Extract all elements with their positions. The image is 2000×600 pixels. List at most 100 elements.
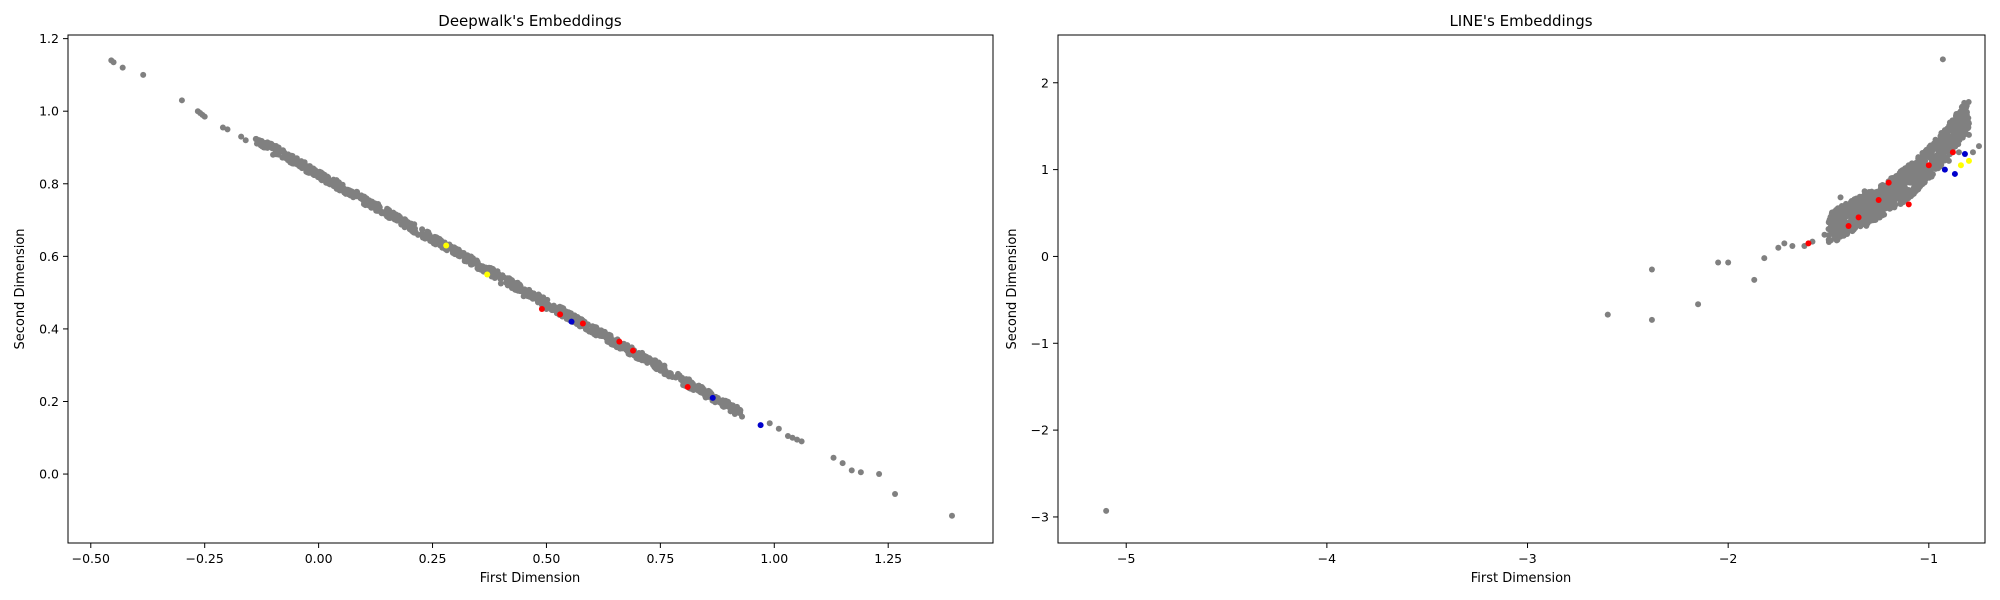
- deepwalk-axes: Deepwalk's Embeddings −0.50 −0.25 0.00 0.25…: [13, 12, 994, 586]
- scatter-point: [1875, 205, 1882, 212]
- scatter-point: [1855, 214, 1862, 221]
- scatter-point: [662, 367, 669, 374]
- line-axes: LINE's Embeddings −5 −4 −3 −2 −1 −3 −2 −1 0 1 2 Fi…: [1005, 12, 1986, 586]
- y-tick-label: 2: [1041, 75, 1049, 90]
- scatter-point: [1941, 157, 1948, 164]
- scatter-point: [639, 351, 646, 358]
- line-points: [1103, 56, 1982, 514]
- scatter-point: [242, 137, 249, 144]
- scatter-point: [1913, 161, 1920, 168]
- scatter-point: [1951, 142, 1958, 149]
- scatter-point: [1899, 173, 1906, 180]
- scatter-point: [1961, 150, 1968, 157]
- scatter-point: [1893, 173, 1900, 180]
- scatter-point: [1926, 144, 1933, 151]
- deepwalk-plot-frame: [67, 34, 994, 544]
- scatter-point: [579, 320, 586, 327]
- scatter-point: [1829, 227, 1836, 234]
- scatter-point: [1955, 149, 1962, 156]
- scatter-point: [361, 198, 368, 205]
- scatter-point: [266, 143, 273, 150]
- scatter-point: [438, 241, 445, 248]
- y-tick-label: 0.2: [39, 394, 59, 409]
- y-tick-label: −2: [1031, 423, 1049, 438]
- deepwalk-ylabel: Second Dimension: [13, 228, 28, 349]
- scatter-point: [394, 217, 401, 224]
- scatter-point: [604, 338, 611, 345]
- line-ylabel: Second Dimension: [1005, 228, 1020, 349]
- scatter-point: [1965, 131, 1972, 138]
- scatter-point: [702, 393, 709, 400]
- scatter-point: [839, 460, 846, 467]
- scatter-point: [1957, 162, 1964, 169]
- scatter-point: [1892, 201, 1899, 208]
- scatter-point: [630, 347, 637, 354]
- scatter-point: [1885, 179, 1892, 186]
- scatter-point: [1837, 194, 1844, 201]
- x-tick-label: 0.00: [305, 551, 333, 566]
- scatter-point: [406, 226, 413, 233]
- scatter-point: [1865, 214, 1872, 221]
- scatter-point: [402, 223, 409, 230]
- scatter-point: [1847, 199, 1854, 206]
- scatter-point: [1761, 255, 1768, 262]
- scatter-point: [1829, 211, 1836, 218]
- scatter-point: [830, 454, 837, 461]
- deepwalk-ticks: −0.50 −0.25 0.00 0.25 0.50 0.75 1.00 1.25 0.0 0.2…: [39, 31, 902, 566]
- line-xlabel: First Dimension: [1471, 571, 1572, 586]
- scatter-point: [462, 255, 469, 262]
- scatter-point: [739, 413, 746, 420]
- scatter-point: [270, 151, 277, 158]
- scatter-point: [110, 59, 117, 66]
- x-tick-label: 0.75: [646, 551, 674, 566]
- scatter-point: [766, 420, 773, 427]
- scatter-point: [1956, 135, 1963, 142]
- scatter-point: [238, 133, 245, 140]
- scatter-point: [784, 432, 791, 439]
- scatter-point: [292, 159, 299, 165]
- scatter-point: [892, 491, 899, 498]
- scatter-point: [1960, 128, 1967, 135]
- x-tick-label: −0.25: [186, 551, 224, 566]
- y-tick-label: 1.0: [39, 104, 59, 119]
- scatter-point: [1912, 188, 1919, 195]
- scatter-point: [691, 384, 698, 391]
- scatter-point: [201, 113, 208, 120]
- scatter-point: [1881, 205, 1888, 212]
- y-tick-label: −1: [1031, 336, 1049, 351]
- scatter-point: [1975, 143, 1982, 150]
- scatter-point: [484, 271, 491, 278]
- scatter-point: [1789, 243, 1796, 250]
- scatter-point: [1947, 134, 1954, 141]
- scatter-point: [1925, 170, 1932, 177]
- scatter-point: [1751, 276, 1758, 283]
- scatter-point: [709, 394, 716, 401]
- scatter-point: [650, 361, 657, 368]
- scatter-point: [520, 293, 527, 300]
- scatter-point: [347, 191, 354, 198]
- scatter-point: [1935, 162, 1942, 169]
- scatter-point: [1781, 240, 1788, 247]
- scatter-point: [1869, 214, 1876, 221]
- scatter-point: [1848, 210, 1855, 217]
- scatter-point: [342, 189, 349, 196]
- scatter-point: [557, 311, 564, 318]
- scatter-point: [1833, 236, 1840, 243]
- scatter-point: [606, 331, 613, 338]
- scatter-point: [680, 382, 687, 389]
- scatter-point: [496, 271, 503, 278]
- scatter-point: [1725, 259, 1732, 266]
- scatter-point: [1876, 214, 1883, 221]
- scatter-point: [429, 238, 436, 245]
- scatter-point: [1957, 114, 1964, 121]
- scatter-point: [1898, 198, 1905, 205]
- y-tick-label: 0.4: [39, 321, 59, 336]
- scatter-point: [1925, 152, 1932, 159]
- scatter-point: [1905, 162, 1912, 169]
- y-tick-label: 0.6: [39, 249, 59, 264]
- y-tick-label: 1: [1041, 162, 1049, 177]
- scatter-point: [419, 226, 426, 233]
- scatter-point: [622, 346, 629, 353]
- scatter-point: [330, 183, 337, 190]
- scatter-point: [1849, 205, 1856, 212]
